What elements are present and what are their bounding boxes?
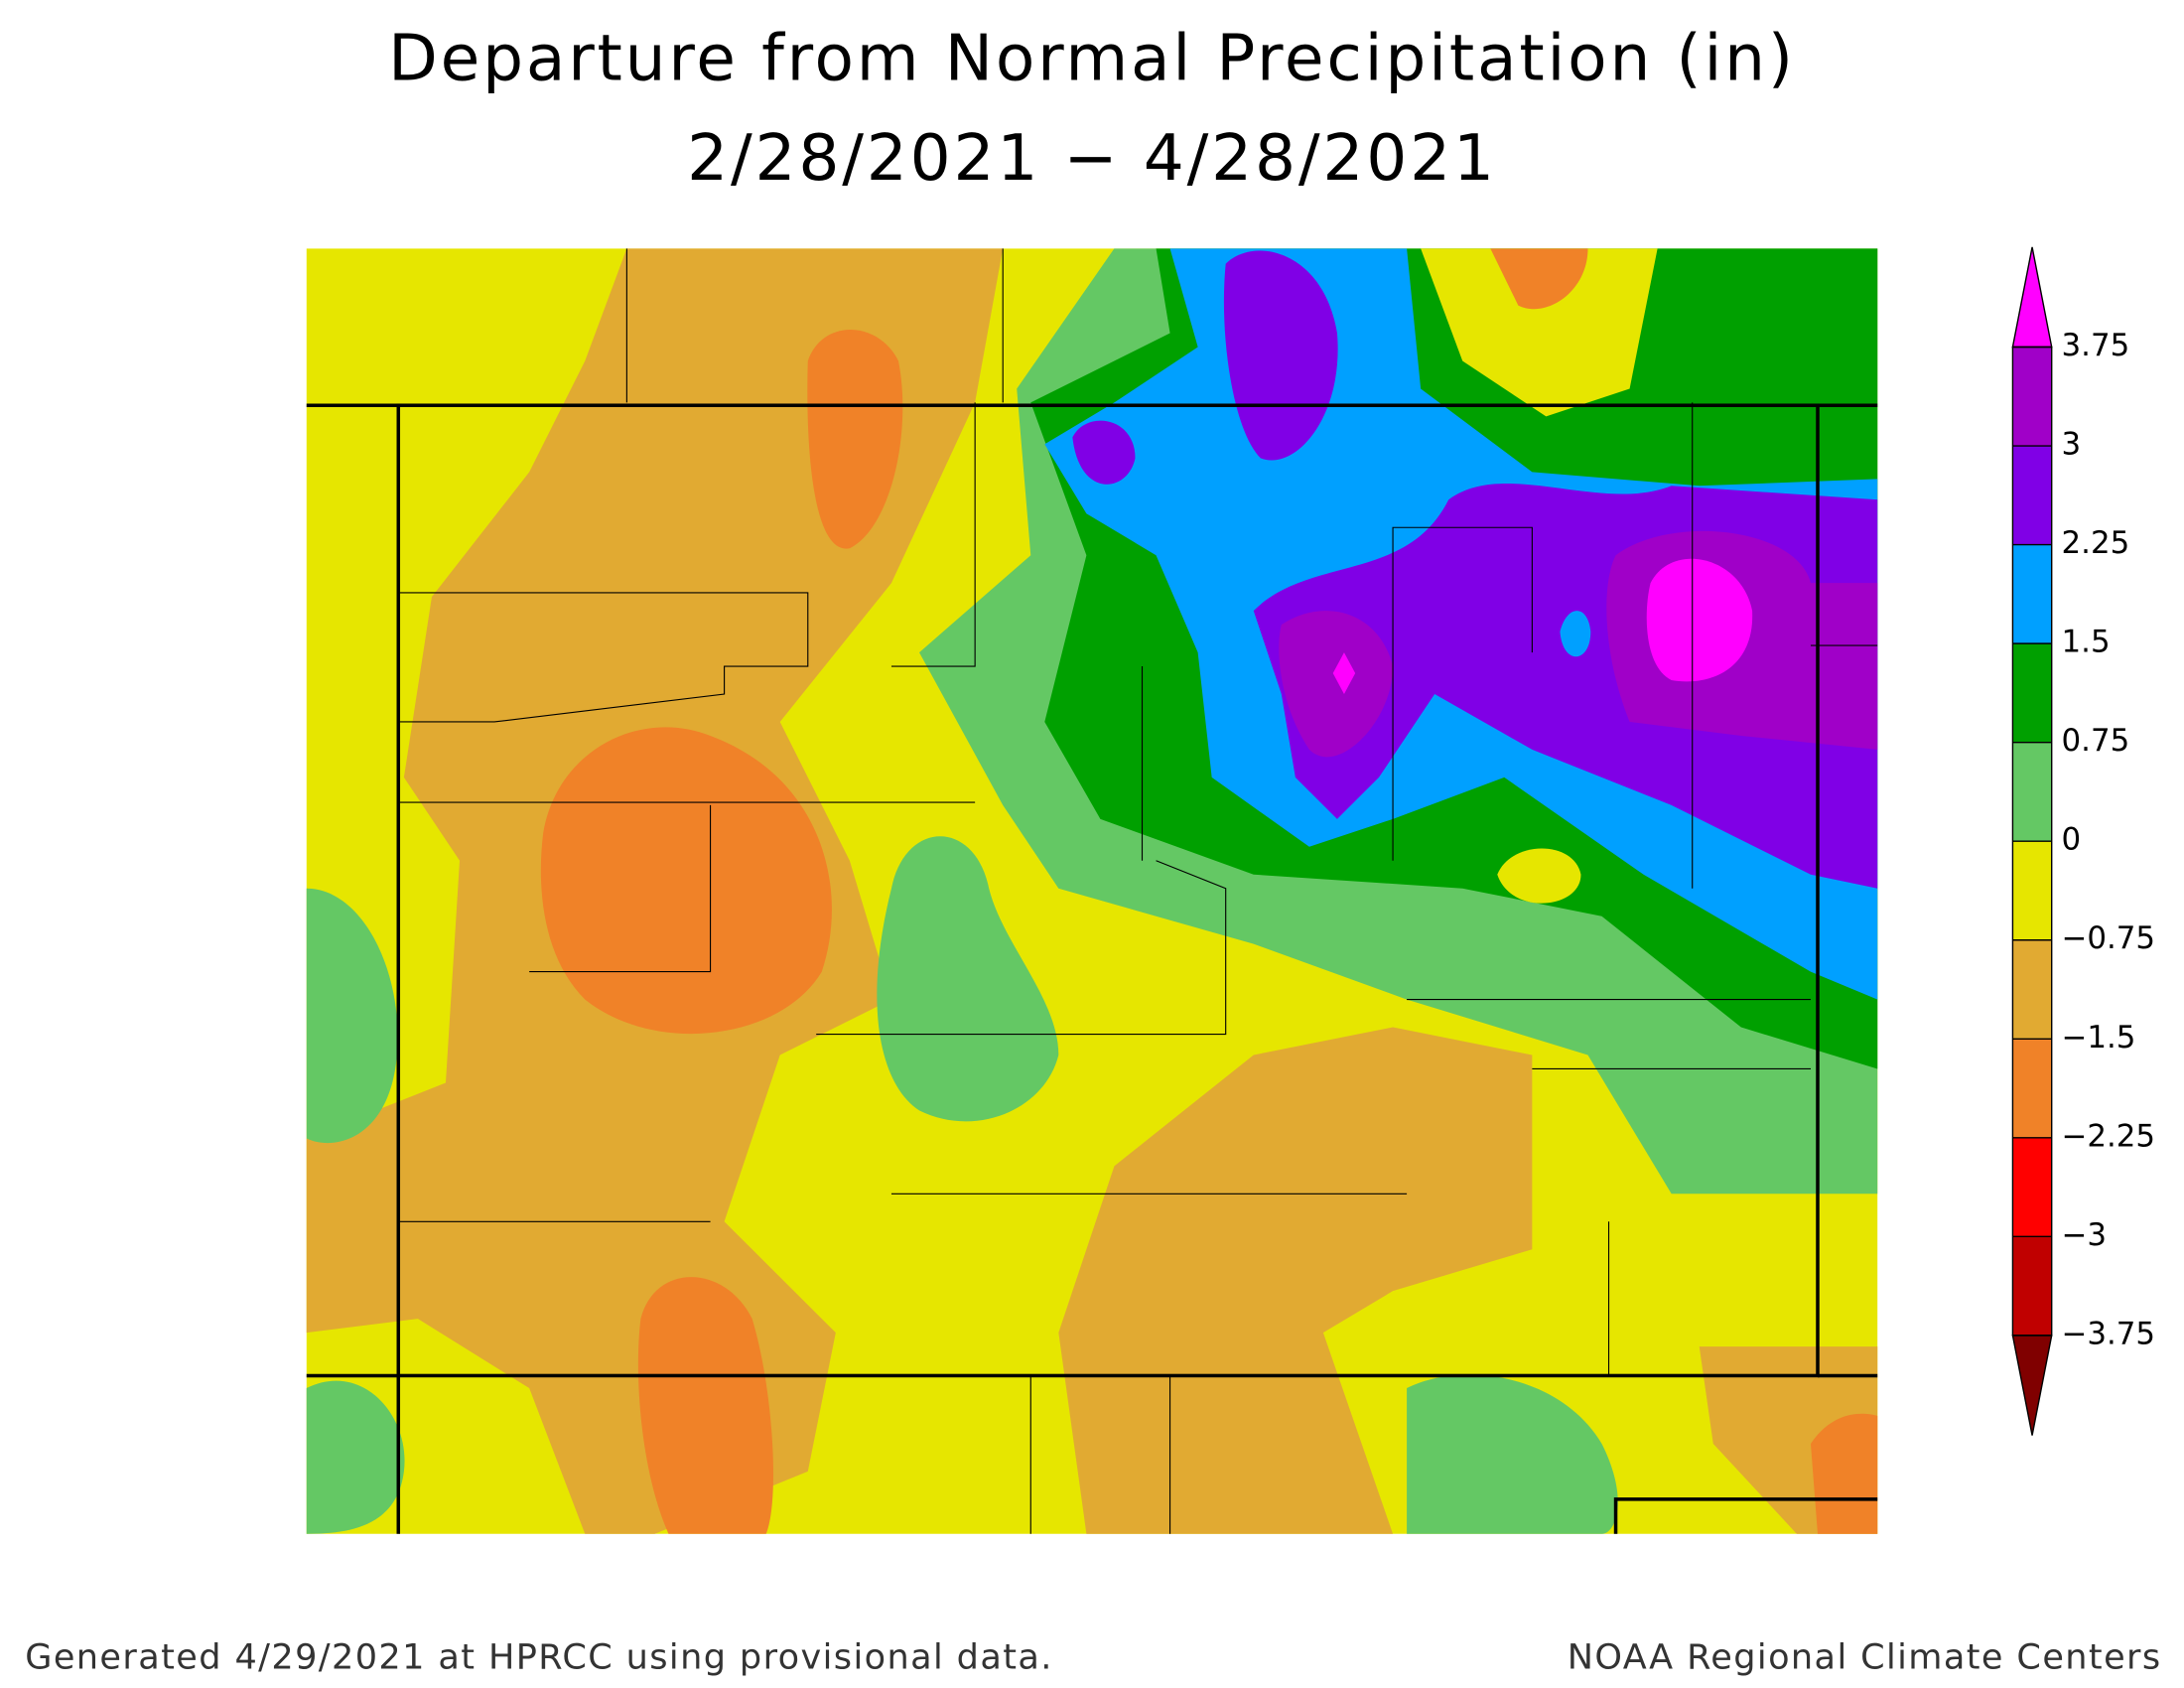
map xyxy=(306,248,1878,1534)
colorbar-label: 3.75 xyxy=(2062,328,2130,363)
colorbar-bin xyxy=(2012,446,2052,545)
colorbar-label: −3.75 xyxy=(2062,1316,2156,1351)
colorbar-bin xyxy=(2012,643,2052,743)
colorbar-label: 1.5 xyxy=(2062,625,2111,660)
colorbar-bin xyxy=(2012,1137,2052,1237)
subtitle: 2/28/2021 − 4/28/2021 xyxy=(687,121,1497,196)
colorbar-label: 0 xyxy=(2062,822,2082,858)
colorbar-bin xyxy=(2012,1039,2052,1138)
colorbar-label: −2.25 xyxy=(2062,1118,2156,1154)
colorbar-bin xyxy=(2012,841,2052,940)
colorbar-bin xyxy=(2012,1236,2052,1336)
colorbar-bin xyxy=(2012,347,2052,447)
colorbar: 3.75 3 2.25 1.5 0.75 0 −0.75 −1.5 −2.25 −3 −3.75 xyxy=(2011,246,2156,1436)
colorbar-label: 0.75 xyxy=(2062,723,2130,759)
colorbar-label: 3 xyxy=(2062,427,2082,463)
colorbar-bin xyxy=(2012,939,2052,1040)
colorbar-arrow xyxy=(2011,246,2053,349)
colorbar-bin xyxy=(2012,742,2052,842)
colorbar-arrow xyxy=(2011,1335,2053,1436)
colorbar-label: −1.5 xyxy=(2062,1020,2136,1055)
title: Departure from Normal Precipitation (in) xyxy=(388,22,1796,96)
footer-right: NOAA Regional Climate Centers xyxy=(1568,1638,2162,1678)
footer-left: Generated 4/29/2021 at HPRCC using provi… xyxy=(25,1638,1053,1678)
colorbar-label: −3 xyxy=(2062,1217,2107,1253)
colorbar-label: 2.25 xyxy=(2062,525,2130,561)
colorbar-label: −0.75 xyxy=(2062,920,2156,956)
colorbar-bin xyxy=(2012,544,2052,644)
